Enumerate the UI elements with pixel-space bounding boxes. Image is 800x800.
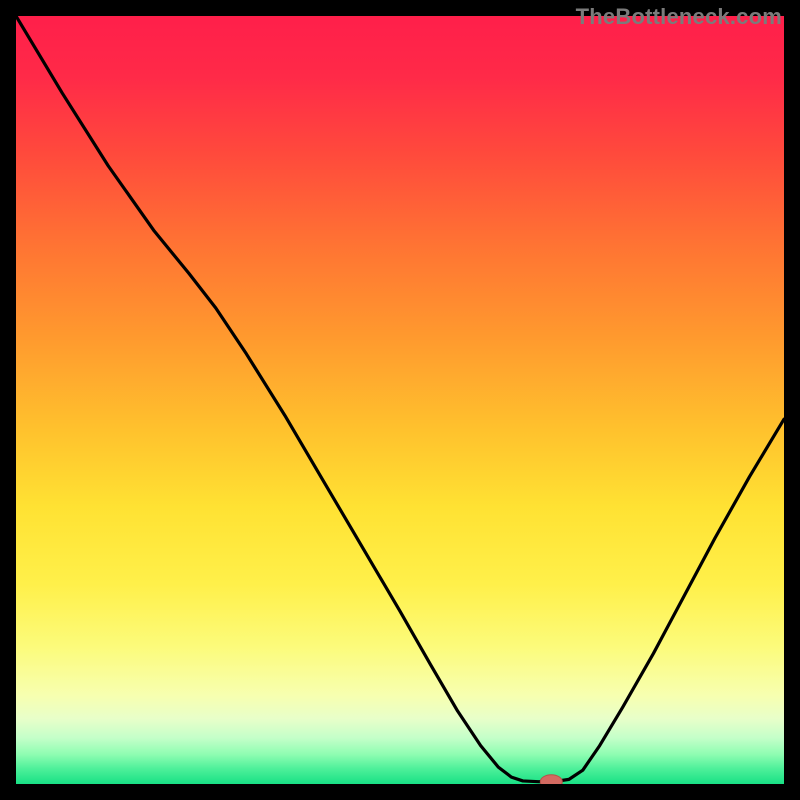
watermark-text: TheBottleneck.com [576,4,782,30]
gradient-background [16,16,784,784]
chart-svg [16,16,784,784]
plot-area [16,16,784,784]
chart-frame: TheBottleneck.com [0,0,800,800]
